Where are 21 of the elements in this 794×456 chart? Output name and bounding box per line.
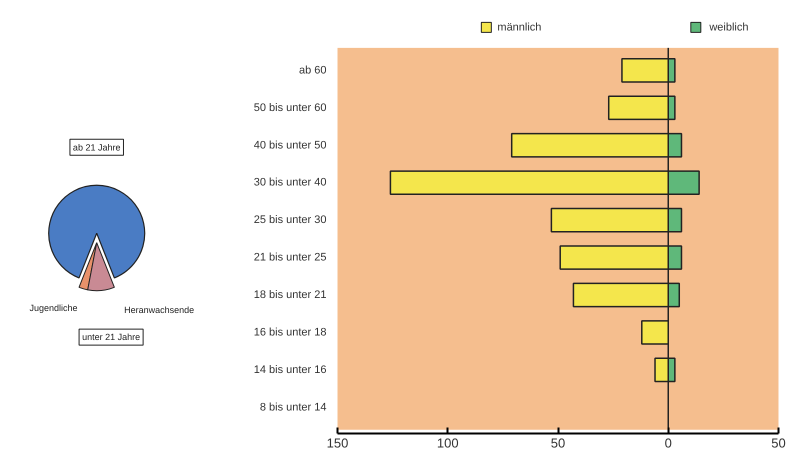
text: unter 21 Jahre <box>82 332 140 342</box>
y-tick-label: 8 bis unter 14 <box>260 401 326 414</box>
x-tick-label: 150 <box>326 436 348 450</box>
slice-label: Jugendliche <box>29 303 78 314</box>
y-tick-label: 16 bis unter 18 <box>254 326 327 338</box>
y-tick-label: 40 bis unter 50 <box>254 139 327 152</box>
y-tick-label: 14 bis unter 16 <box>254 364 327 376</box>
slice-label: Heranwachsende <box>124 305 194 316</box>
x-tick-label: 100 <box>436 436 459 450</box>
y-tick-label: 18 bis unter 21 <box>254 288 327 301</box>
x-tick-label: 0 <box>664 436 672 450</box>
legend-label: männlich <box>497 21 542 34</box>
slice-label: ab 21 Jahre <box>72 142 120 152</box>
y-tick-label: 21 bis unter 25 <box>254 252 327 264</box>
x-tick-label: 50 <box>771 436 786 450</box>
y-tick-label: 30 bis unter 40 <box>254 176 327 189</box>
y-tick-label: 25 bis unter 30 <box>254 214 327 226</box>
y-tick-label: ab 60 <box>298 64 327 76</box>
legend-label: weiblich <box>708 21 748 34</box>
x-tick-label: 50 <box>550 436 566 450</box>
y-tick-label: 50 bis unter 60 <box>254 102 327 114</box>
